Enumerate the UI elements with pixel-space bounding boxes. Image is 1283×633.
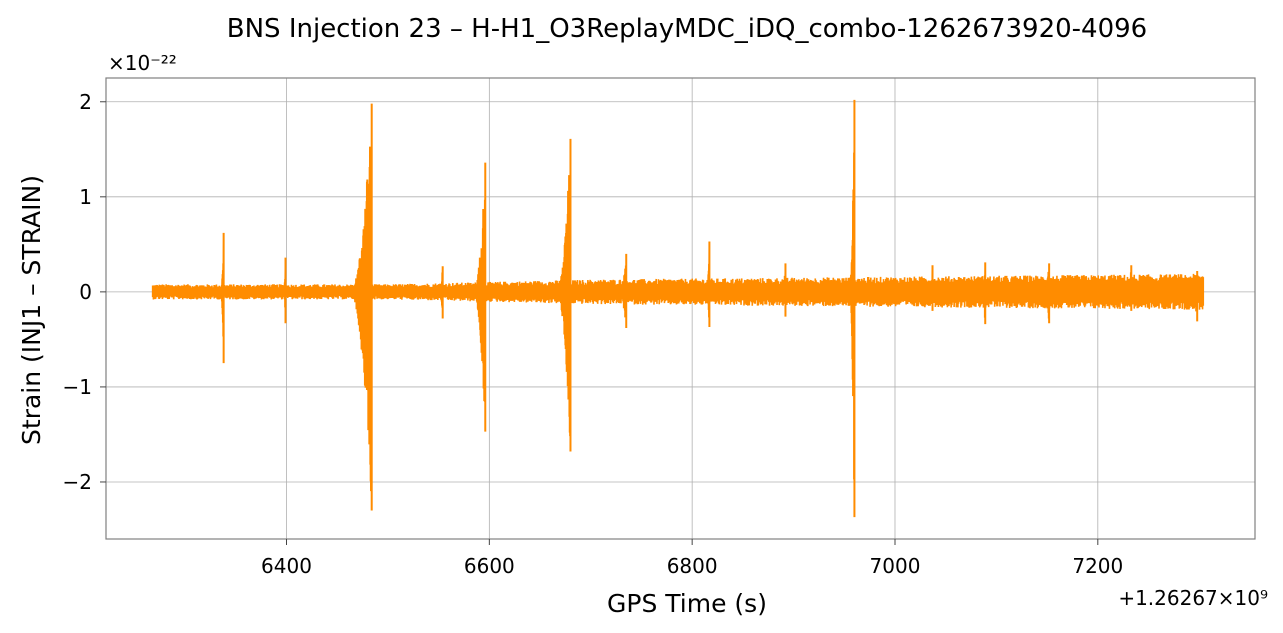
glitch-spike	[781, 263, 787, 317]
x-tick-label: 6600	[464, 554, 515, 578]
x-tick-label: 6800	[667, 554, 718, 578]
glitch-spike	[928, 265, 934, 311]
glitch-spike	[617, 253, 628, 328]
baseline-noise	[151, 273, 1205, 310]
x-axis-label: GPS Time (s)	[607, 589, 767, 618]
y-axis-ticks: −2 −1 0 1 2	[63, 90, 106, 494]
glitch-spike	[219, 232, 225, 364]
x-tick-label: 7000	[870, 554, 921, 578]
glitch-spike	[472, 162, 487, 432]
strain-series	[151, 99, 1205, 518]
glitch-spike	[555, 138, 572, 452]
x-axis-ticks: 6400 6600 6800 7000 7200	[261, 539, 1123, 578]
x-tick-label: 6400	[261, 554, 312, 578]
glitch-spike	[980, 262, 987, 325]
y-tick-label: −2	[63, 470, 92, 494]
glitch-spike	[705, 241, 711, 328]
glitch-spike	[348, 103, 373, 511]
y-tick-label: 1	[79, 185, 92, 209]
y-axis-label: Strain (INJ1 – STRAIN)	[17, 175, 46, 445]
y-tick-label: −1	[63, 375, 92, 399]
x-tick-label: 7200	[1072, 554, 1123, 578]
grid	[106, 78, 1255, 539]
x-offset-label: +1.26267×10⁹	[1118, 586, 1268, 610]
glitch-spike	[438, 266, 444, 319]
glitch-spike	[1042, 263, 1051, 324]
plot-frame	[105, 77, 1256, 540]
glitch-spike	[282, 257, 287, 324]
y-tick-label: 2	[79, 90, 92, 114]
y-tick-label: 0	[79, 280, 92, 304]
glitch-spike	[848, 99, 856, 518]
y-scale-label: ×10⁻²²	[108, 51, 177, 75]
glitch-spike	[1127, 265, 1133, 311]
chart-title: BNS Injection 23 – H-H1_O3ReplayMDC_iDQ_…	[227, 14, 1147, 44]
glitch-spike	[1190, 270, 1199, 322]
